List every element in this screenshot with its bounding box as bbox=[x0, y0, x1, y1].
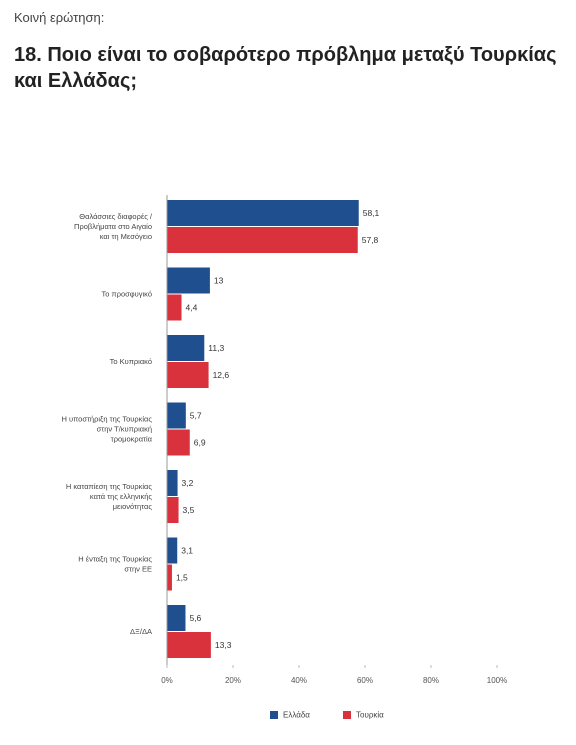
value-label: 3,1 bbox=[181, 545, 193, 555]
value-label: 5,6 bbox=[189, 613, 201, 623]
category-label: Το Κυπριακό bbox=[110, 357, 152, 366]
bar bbox=[167, 564, 172, 591]
value-label: 4,4 bbox=[186, 302, 198, 312]
category-label: τρομοκρατία bbox=[111, 434, 153, 443]
value-label: 13,3 bbox=[215, 640, 232, 650]
category-label: Η καταπίεση της Τουρκίας bbox=[66, 482, 153, 491]
x-tick-label: 0% bbox=[161, 676, 173, 685]
category-label: και τη Μεσόγειο bbox=[100, 232, 152, 241]
category-label: κατά της ελληνικής bbox=[90, 492, 152, 501]
category-label: Το προσφυγικό bbox=[102, 289, 152, 298]
x-tick-label: 40% bbox=[291, 676, 307, 685]
bar bbox=[167, 429, 190, 456]
bar bbox=[167, 632, 211, 658]
bar bbox=[167, 335, 205, 361]
bar bbox=[167, 402, 186, 429]
legend-label: Ελλάδα bbox=[283, 711, 310, 720]
category-label: Προβλήματα στο Αιγαίο bbox=[74, 222, 152, 231]
value-label: 58,1 bbox=[363, 208, 380, 218]
value-label: 6,9 bbox=[194, 437, 206, 447]
category-label: Η υποστήριξη της Τουρκίας bbox=[61, 414, 152, 423]
bar bbox=[167, 497, 179, 523]
x-tick-label: 20% bbox=[225, 676, 241, 685]
value-label: 5,7 bbox=[190, 410, 202, 420]
value-label: 3,2 bbox=[182, 478, 194, 488]
bar bbox=[167, 605, 186, 631]
value-label: 12,6 bbox=[213, 370, 230, 380]
category-label: Θαλάσσιες διαφορές / bbox=[79, 212, 153, 221]
bar bbox=[167, 294, 182, 321]
value-label: 3,5 bbox=[183, 505, 195, 515]
category-label: Η ένταξη της Τουρκίας bbox=[78, 554, 152, 563]
bar bbox=[167, 362, 209, 388]
bar bbox=[167, 537, 178, 564]
legend-swatch bbox=[270, 711, 278, 719]
x-tick-label: 80% bbox=[423, 676, 439, 685]
chart-title: 18. Ποιο είναι το σοβαρότερο πρόβλημα με… bbox=[14, 44, 557, 92]
value-label: 11,3 bbox=[208, 343, 224, 353]
category-label: μειονότητας bbox=[113, 502, 153, 511]
category-label: ΔΞ/ΔΑ bbox=[130, 627, 152, 636]
category-label: στην Τ/κυπριακή bbox=[97, 424, 152, 433]
legend-swatch bbox=[343, 711, 351, 719]
legend-label: Τουρκία bbox=[356, 711, 384, 720]
value-label: 13 bbox=[214, 275, 224, 285]
x-tick-label: 100% bbox=[487, 676, 507, 685]
value-label: 1,5 bbox=[176, 572, 188, 582]
category-label: στην ΕΕ bbox=[124, 564, 152, 573]
bar bbox=[167, 200, 359, 226]
bar bbox=[167, 267, 210, 294]
kicker: Κοινή ερώτηση: bbox=[14, 10, 105, 25]
x-tick-label: 60% bbox=[357, 676, 373, 685]
bar bbox=[167, 470, 178, 496]
value-label: 57,8 bbox=[362, 235, 379, 245]
bar bbox=[167, 227, 358, 253]
